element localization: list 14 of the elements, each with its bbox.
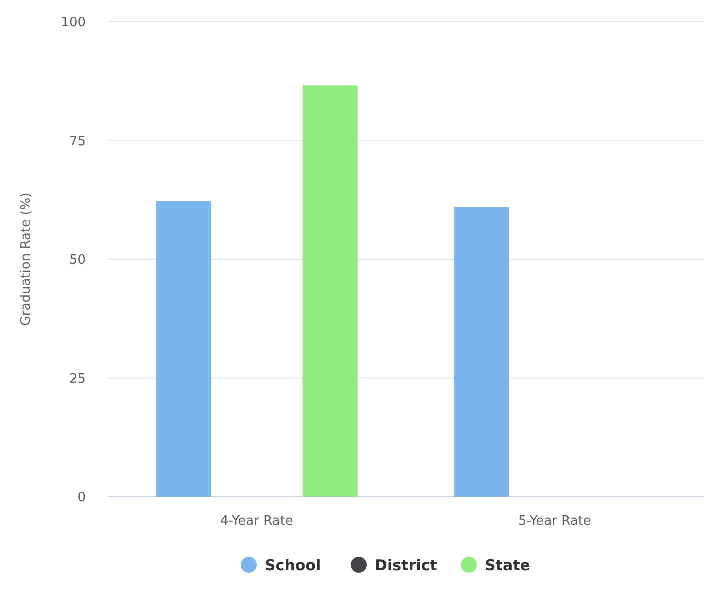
legend-label: School xyxy=(265,556,322,574)
bar xyxy=(454,207,510,497)
x-tick-label: 4-Year Rate xyxy=(220,514,294,529)
y-tick-label: 0 xyxy=(78,490,86,506)
bar xyxy=(302,86,358,497)
y-tick-label: 100 xyxy=(61,16,86,31)
y-tick-label: 75 xyxy=(69,134,86,150)
x-tick-label: 5-Year Rate xyxy=(518,514,592,529)
legend-label: State xyxy=(485,556,530,574)
bar xyxy=(156,202,212,497)
legend-label: District xyxy=(375,556,438,574)
y-axis-title: Graduation Rate (%) xyxy=(19,192,34,326)
y-tick-label: 25 xyxy=(69,372,86,387)
y-tick-label: 50 xyxy=(69,253,86,268)
